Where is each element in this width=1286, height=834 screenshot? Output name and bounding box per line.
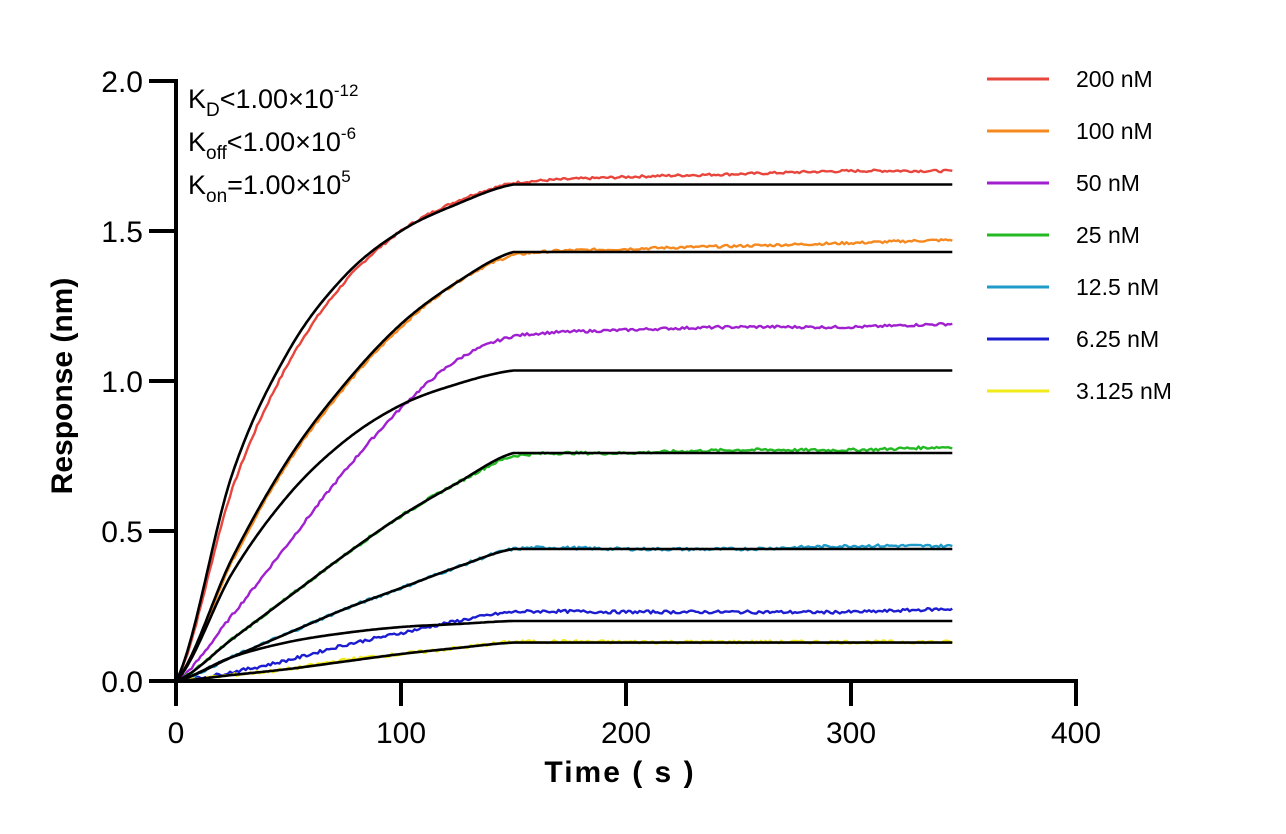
legend-label: 50 nM	[1076, 170, 1140, 196]
legend-item-5: 6.25 nM	[987, 326, 1159, 352]
y-tick-label: 2.0	[101, 66, 143, 99]
series-line-3	[175, 445, 953, 683]
series-line-5	[175, 607, 953, 683]
legend-label: 200 nM	[1076, 66, 1153, 92]
fit-curve-layer	[174, 183, 953, 683]
fit-curve-4	[175, 547, 953, 683]
series-line-1	[175, 238, 953, 682]
legend-item-1: 100 nM	[987, 118, 1153, 144]
legend-label: 6.25 nM	[1076, 326, 1159, 352]
fit-curve-5	[175, 619, 953, 683]
y-axis-title: Response (nm)	[46, 278, 79, 495]
kinetic-constant-2: Kon=1.00×105	[188, 167, 351, 207]
x-tick-label: 400	[1051, 717, 1101, 750]
y-tick-label: 0.5	[101, 516, 143, 549]
legend: 200 nM 100 nM 50 nM 25 nM 12.5 nM 6.25 nM 3.12…	[987, 66, 1172, 404]
fit-curve-1	[175, 250, 953, 682]
fit-curve-0	[174, 183, 953, 682]
x-tick-label: 100	[376, 717, 426, 750]
tick-labels: 0 100 200 300 400 0.0 0.5 1.0 1.5 2.0	[101, 66, 1101, 750]
legend-item-3: 25 nM	[987, 222, 1140, 248]
legend-label: 3.125 nM	[1076, 378, 1172, 404]
kinetic-constant-0: KD<1.00×10-12	[188, 81, 358, 121]
legend-item-2: 50 nM	[987, 170, 1140, 196]
series-line-6	[175, 639, 953, 683]
legend-label: 25 nM	[1076, 222, 1140, 248]
series-line-2	[175, 321, 953, 683]
legend-item-0: 200 nM	[987, 66, 1153, 92]
series-layer	[174, 168, 953, 683]
legend-label: 100 nM	[1076, 118, 1153, 144]
axes	[149, 79, 1078, 706]
series-line-0	[174, 168, 953, 682]
x-axis-title: Time ( s )	[544, 756, 695, 789]
y-tick-label: 1.0	[101, 366, 143, 399]
fit-curve-6	[175, 641, 953, 683]
x-tick-label: 300	[826, 717, 876, 750]
fit-curve-3	[175, 451, 953, 683]
y-tick-label: 1.5	[101, 216, 143, 249]
fit-curve-2	[175, 369, 953, 682]
y-tick-label: 0.0	[101, 666, 143, 699]
legend-item-6: 3.125 nM	[987, 378, 1172, 404]
x-tick-label: 200	[601, 717, 651, 750]
legend-label: 12.5 nM	[1076, 274, 1159, 300]
legend-item-4: 12.5 nM	[987, 274, 1159, 300]
x-tick-label: 0	[168, 717, 185, 750]
kinetic-constant-1: Koff<1.00×10-6	[188, 124, 356, 164]
